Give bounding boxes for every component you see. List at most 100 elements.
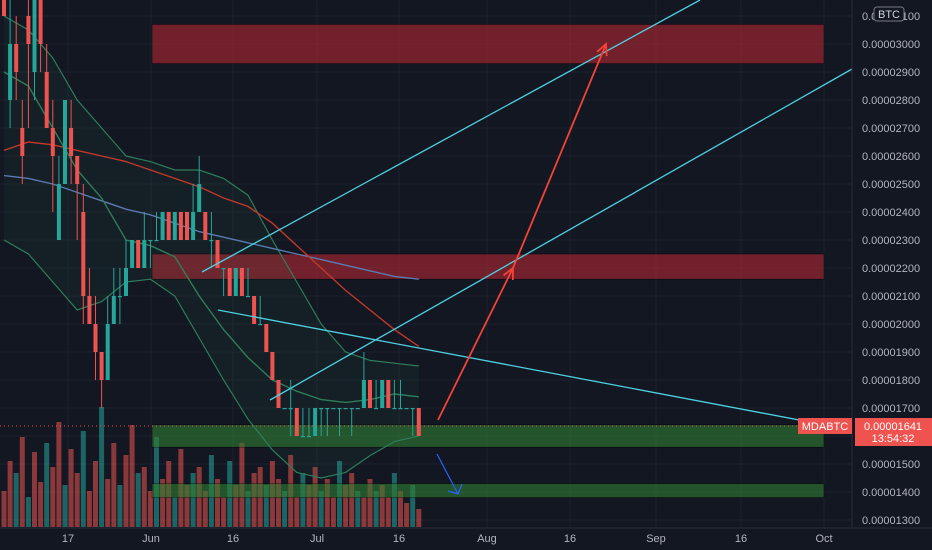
candle-body [2,0,6,16]
y-tick-label: 0.00002600 [862,151,920,163]
x-tick-label: 16 [564,533,576,545]
x-tick-label: 16 [227,533,239,545]
candle-body [56,184,61,240]
volume-bar [13,473,19,527]
moving-average-line [3,141,420,347]
candle-body [50,128,55,156]
y-tick-label: 0.00002000 [862,319,920,331]
candle-body [63,100,67,184]
volume-bar [367,479,373,527]
volume-bar [324,479,330,527]
candle-body [26,16,31,44]
symbol-tag-box [798,418,852,434]
target-arrow-2-head [596,42,608,57]
x-tick-label: Jun [142,533,160,545]
y-tick-label: 0.00003000 [862,39,920,51]
volume-bar [379,485,385,527]
currency-badge[interactable]: BTC [873,6,905,22]
bollinger-lower [3,239,419,479]
candle-body [20,128,25,156]
candle-body [307,436,311,438]
volume-bar [129,425,135,527]
candle-body [355,408,360,410]
currency-badge-text: BTC [878,9,900,21]
volume-bar [117,485,123,527]
y-tick-label: 0.00002200 [862,263,920,275]
candle-body [331,408,336,410]
volume-bar [135,473,141,527]
last-price-tag-box [855,418,932,446]
candle-body [404,408,409,410]
volume-bar [32,452,37,527]
volume-bar [190,473,196,527]
volume-bar [105,479,111,527]
x-tick-label: Jul [310,533,324,545]
y-tick-label: 0.00001300 [862,515,920,527]
volume-bar [416,509,422,527]
volume-bar [410,485,416,527]
y-tick-label: 0.00001900 [862,347,920,359]
x-tick-label: Sep [646,533,666,545]
descending-trendline [217,309,853,431]
volume-bar [154,437,159,527]
y-tick-label: 0.00001800 [862,375,920,387]
volume-bar [25,497,31,527]
volume-bar [62,485,68,527]
y-tick-label: 0.00002100 [862,291,920,303]
volume-bar [404,503,410,527]
volume-bar [74,473,80,527]
y-tick-label: 0.00002800 [862,95,920,107]
candle-body [361,380,366,408]
candle-body [172,212,177,240]
volume-bar [80,431,86,527]
volume-bar [44,443,50,527]
candle-body [215,240,220,268]
candle-body [124,268,128,296]
candle-body [191,212,196,240]
candle-body [111,296,116,324]
volume-bar [263,485,269,527]
candle-body [38,0,43,44]
volume-bar [123,455,129,527]
candle-body [197,184,202,212]
target-arrow-1-shaft [437,267,514,421]
candle-body [264,324,269,352]
currency-badge-box [873,6,905,22]
candle-body [117,296,122,298]
y-tick-label: 0.00002700 [862,123,920,135]
volume-bar [19,437,25,527]
candle-body [416,408,421,436]
candle-body [349,408,354,410]
candle-body [343,408,348,410]
candle-body [105,324,110,380]
x-tick-label: 16 [393,533,405,545]
candle-body [227,268,232,296]
x-axis: 17 Jun 16 Jul 16 Aug 16 Sep 16 Oct [0,527,932,545]
volume-bar [251,473,257,527]
y-tick-label: 0.00001700 [862,403,920,415]
volume-bar [318,491,324,527]
candle-body [319,408,324,410]
volume-bar [355,491,361,527]
symbol-tag: MDABTC [798,418,852,434]
candle-body [221,268,226,270]
candle-body [14,44,19,72]
candle-body [209,240,214,242]
candle-body [148,240,153,242]
candle-body [185,212,189,240]
volume-bar [7,461,13,527]
volume-bar [111,443,117,527]
trend-drawings [0,0,853,495]
candle-body [8,44,13,100]
volume-bar [202,491,208,527]
candle-body [246,296,250,298]
candle-body [93,324,98,352]
moving-average-line [3,71,419,404]
candle-body [203,212,208,240]
candle-body [325,408,330,410]
candle-body [99,352,104,380]
candle-body [276,380,281,408]
volume-bar [215,479,220,527]
volume-bar [38,482,44,527]
